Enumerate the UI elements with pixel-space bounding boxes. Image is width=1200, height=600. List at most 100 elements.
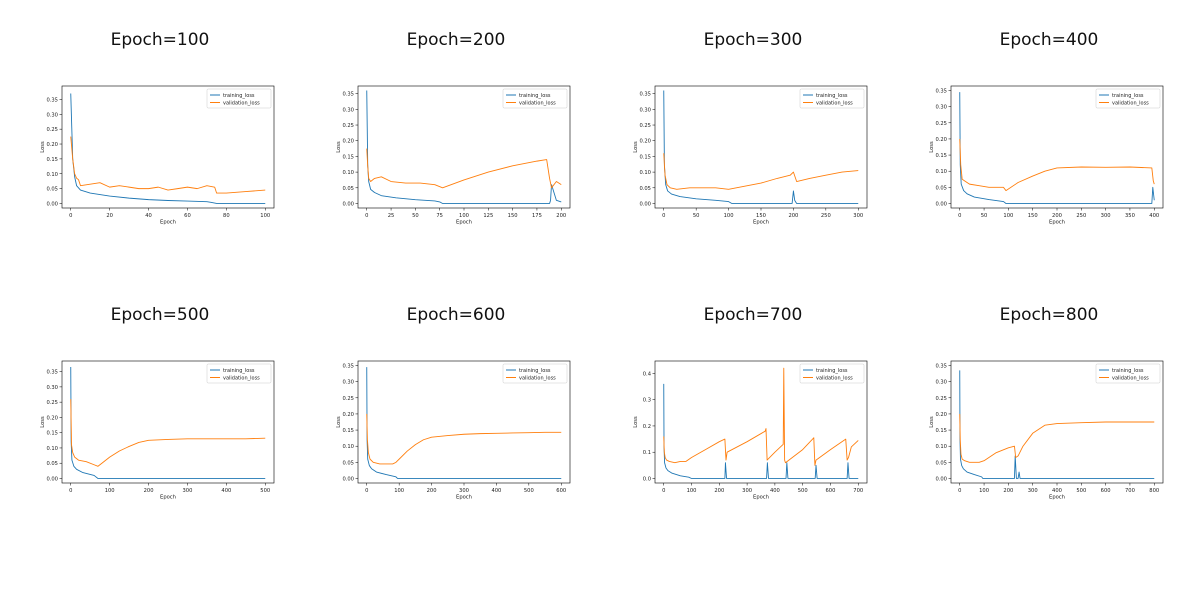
x-tick-label: 0 — [365, 488, 368, 494]
x-axis-label: Epoch — [160, 495, 176, 501]
chart-svg: 0.00 0.05 0.10 0.15 0.20 0.25 0.30 0.35 0 50 100 15… — [633, 85, 868, 226]
y-tick-label: 0.15 — [342, 428, 354, 434]
y-tick-label: 0.30 — [46, 112, 58, 118]
legend-label: training_loss — [519, 368, 551, 374]
chart-panel: Epoch=300 0.00 0.05 0.10 0.15 0.20 0.25 0.30 0.3… — [633, 30, 873, 230]
x-tick-label: 0 — [69, 488, 72, 494]
y-tick-label: 0.05 — [639, 186, 651, 192]
x-tick-label: 200 — [1003, 488, 1013, 494]
series-line-training-loss — [366, 90, 562, 204]
x-tick-label: 100 — [105, 488, 115, 494]
y-tick-label: 0.35 — [342, 92, 354, 98]
x-tick-label: 300 — [182, 488, 192, 494]
x-tick-label: 500 — [1076, 488, 1086, 494]
chart-panel: Epoch=400 0.00 0.05 0.10 0.15 0.20 0.25 0.30 0.3… — [929, 30, 1169, 230]
x-tick-label: 600 — [1101, 488, 1111, 494]
legend-label: validation_loss — [519, 375, 556, 381]
x-tick-label: 400 — [221, 488, 231, 494]
legend-box — [1095, 88, 1161, 109]
y-tick-label: 0.00 — [46, 476, 58, 482]
y-tick-label: 0.30 — [935, 380, 947, 386]
legend-box — [502, 88, 568, 109]
chart-svg: 0.00 0.05 0.10 0.15 0.20 0.25 0.30 0.35 0 100 200 3… — [929, 360, 1164, 501]
y-tick-label: 0.05 — [342, 186, 354, 192]
y-tick-label: 0.15 — [935, 153, 947, 159]
x-tick-label: 100 — [394, 488, 404, 494]
y-tick-label: 0.30 — [639, 107, 651, 113]
x-tick-label: 125 — [483, 213, 493, 219]
x-tick-label: 200 — [1052, 213, 1062, 219]
y-tick-label: 0.05 — [46, 461, 58, 467]
y-tick-label: 0.0 — [643, 476, 651, 482]
y-tick-label: 0.10 — [342, 444, 354, 450]
x-tick-label: 150 — [1028, 213, 1038, 219]
x-tick-label: 300 — [742, 488, 752, 494]
x-tick-label: 0 — [958, 488, 961, 494]
series-line-validation-loss — [959, 413, 1155, 463]
legend-box — [206, 363, 272, 384]
y-tick-label: 0.25 — [935, 396, 947, 402]
series-line-validation-loss — [70, 399, 266, 467]
y-tick-label: 0.25 — [46, 400, 58, 406]
x-tick-label: 400 — [491, 488, 501, 494]
x-tick-label: 350 — [1125, 213, 1135, 219]
y-tick-label: 0.20 — [46, 415, 58, 421]
y-tick-label: 0.00 — [342, 201, 354, 207]
series-line-training-loss — [663, 90, 859, 204]
chart-title: Epoch=400 — [999, 30, 1099, 50]
y-tick-label: 0.25 — [639, 123, 651, 129]
legend-label: training_loss — [1112, 93, 1144, 99]
y-tick-label: 0.25 — [342, 396, 354, 402]
y-tick-label: 0.35 — [935, 364, 947, 370]
y-tick-label: 0.35 — [639, 92, 651, 98]
legend-box — [502, 363, 568, 384]
y-tick-label: 0.00 — [935, 476, 947, 482]
x-tick-label: 25 — [388, 213, 395, 219]
chart-title: Epoch=200 — [406, 30, 506, 50]
legend-label: training_loss — [519, 93, 551, 99]
y-tick-label: 0.1 — [643, 450, 651, 456]
x-tick-label: 0 — [662, 488, 665, 494]
x-tick-label: 0 — [69, 213, 72, 219]
y-axis-label: Loss — [40, 141, 46, 153]
x-tick-label: 200 — [788, 213, 798, 219]
y-tick-label: 0.15 — [935, 428, 947, 434]
y-tick-label: 0.20 — [935, 412, 947, 418]
y-tick-label: 0.15 — [46, 431, 58, 437]
x-tick-label: 150 — [508, 213, 518, 219]
x-tick-label: 0 — [662, 213, 665, 219]
chart-panel: Epoch=500 0.00 0.05 0.10 0.15 0.20 0.25 0.30 0.3… — [40, 305, 280, 505]
chart-panel: Epoch=700 0.0 0.1 0.2 0.3 0.4 0 100 200 300 400 500… — [633, 305, 873, 505]
x-tick-label: 400 — [1149, 213, 1159, 219]
x-tick-label: 250 — [821, 213, 831, 219]
x-tick-label: 100 — [260, 213, 270, 219]
x-tick-label: 600 — [556, 488, 566, 494]
y-tick-label: 0.35 — [46, 97, 58, 103]
y-tick-label: 0.10 — [639, 170, 651, 176]
y-tick-label: 0.15 — [46, 157, 58, 163]
y-tick-label: 0.30 — [342, 107, 354, 113]
y-tick-label: 0.05 — [46, 187, 58, 193]
y-tick-label: 0.05 — [935, 460, 947, 466]
x-tick-label: 20 — [106, 213, 113, 219]
plot-frame — [61, 360, 275, 484]
y-axis-label: Loss — [40, 416, 46, 428]
x-tick-label: 400 — [1052, 488, 1062, 494]
plot-frame — [61, 85, 275, 209]
chart-svg: 0.0 0.1 0.2 0.3 0.4 0 100 200 300 400 500 600 700 Epo… — [633, 360, 868, 501]
series-line-training-loss — [70, 367, 266, 479]
chart-svg: 0.00 0.05 0.10 0.15 0.20 0.25 0.30 0.35 0 50 100 15… — [929, 85, 1164, 226]
legend-label: validation_loss — [223, 375, 260, 381]
x-tick-label: 0 — [958, 213, 961, 219]
legend-label: validation_loss — [1112, 375, 1149, 381]
y-tick-label: 0.20 — [935, 137, 947, 143]
legend-label: training_loss — [223, 93, 255, 99]
x-tick-label: 60 — [184, 213, 191, 219]
y-tick-label: 0.05 — [935, 185, 947, 191]
legend-box — [206, 88, 272, 109]
x-axis-label: Epoch — [160, 220, 176, 226]
legend-box — [1095, 363, 1161, 384]
series-line-validation-loss — [366, 148, 562, 189]
chart-title: Epoch=300 — [703, 30, 803, 50]
series-line-validation-loss — [959, 138, 1155, 192]
